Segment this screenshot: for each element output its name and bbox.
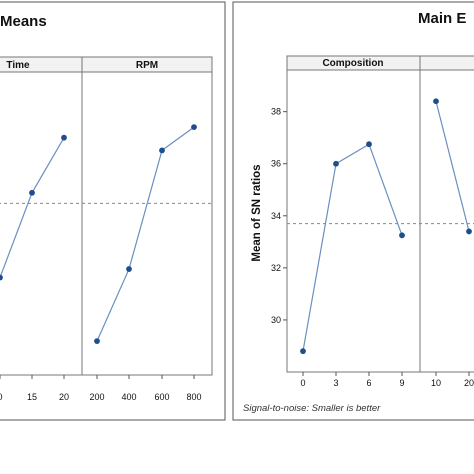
panel-rpm-header [81,56,213,73]
right-data-point [466,228,472,235]
left-chart-title: Means [0,13,47,30]
panel-time2-frame [419,55,474,373]
panel-time-header-label: Time [6,60,30,71]
right-y-tick-label: 34 [271,211,281,221]
panel-time2-header [419,55,474,71]
right-data-point [399,232,405,239]
right-x-tick-label: 6 [366,378,371,388]
right-y-tick-label: 32 [271,263,281,273]
left-series-line-2 [96,126,195,342]
left-x-tick-label: 200 [89,392,104,402]
y-axis-label: Mean of SN ratios [251,164,263,261]
panel-rpm-header-label: RPM [136,60,158,71]
left-x-tick-label: 400 [121,392,136,402]
panel-rpm-frame [81,56,213,376]
left-data-point [159,147,165,154]
right-x-tick-label: 9 [399,378,404,388]
right-x-tick-label: 3 [333,378,338,388]
panel-composition-header-label: Composition [322,58,383,69]
right-x-tick-label: 10 [431,378,441,388]
left-data-point [126,266,132,272]
right-data-point [366,141,372,148]
left-x-tick-label: 600 [154,392,169,402]
right-y-tick-label: 36 [271,159,281,169]
left-data-point [0,274,3,281]
left-x-tick-label: 20 [59,392,69,402]
right-x-tick-label: 20 [464,378,474,388]
right-chart-title: Main E [418,10,466,27]
right-data-point [433,98,439,105]
right-data-point [333,160,339,167]
left-x-tick-label: 800 [186,392,201,402]
right-data-point [300,348,306,355]
left-data-point [191,124,197,130]
panel-time-frame [0,56,83,376]
right-series-line-1 [302,143,403,352]
panel-composition-frame [286,55,421,373]
left-x-tick-label: 0 [0,392,3,402]
right-y-tick-label: 30 [271,315,281,325]
left-data-point [29,189,35,196]
footer-note: Signal-to-noise: Smaller is better [243,403,381,414]
right-y-tick-label: 38 [271,107,281,117]
left-data-point [61,134,67,141]
left-data-point [94,338,100,344]
left-x-tick-label: 15 [27,392,37,402]
right-series-line-2 [435,101,470,232]
right-x-tick-label: 0 [300,378,305,388]
